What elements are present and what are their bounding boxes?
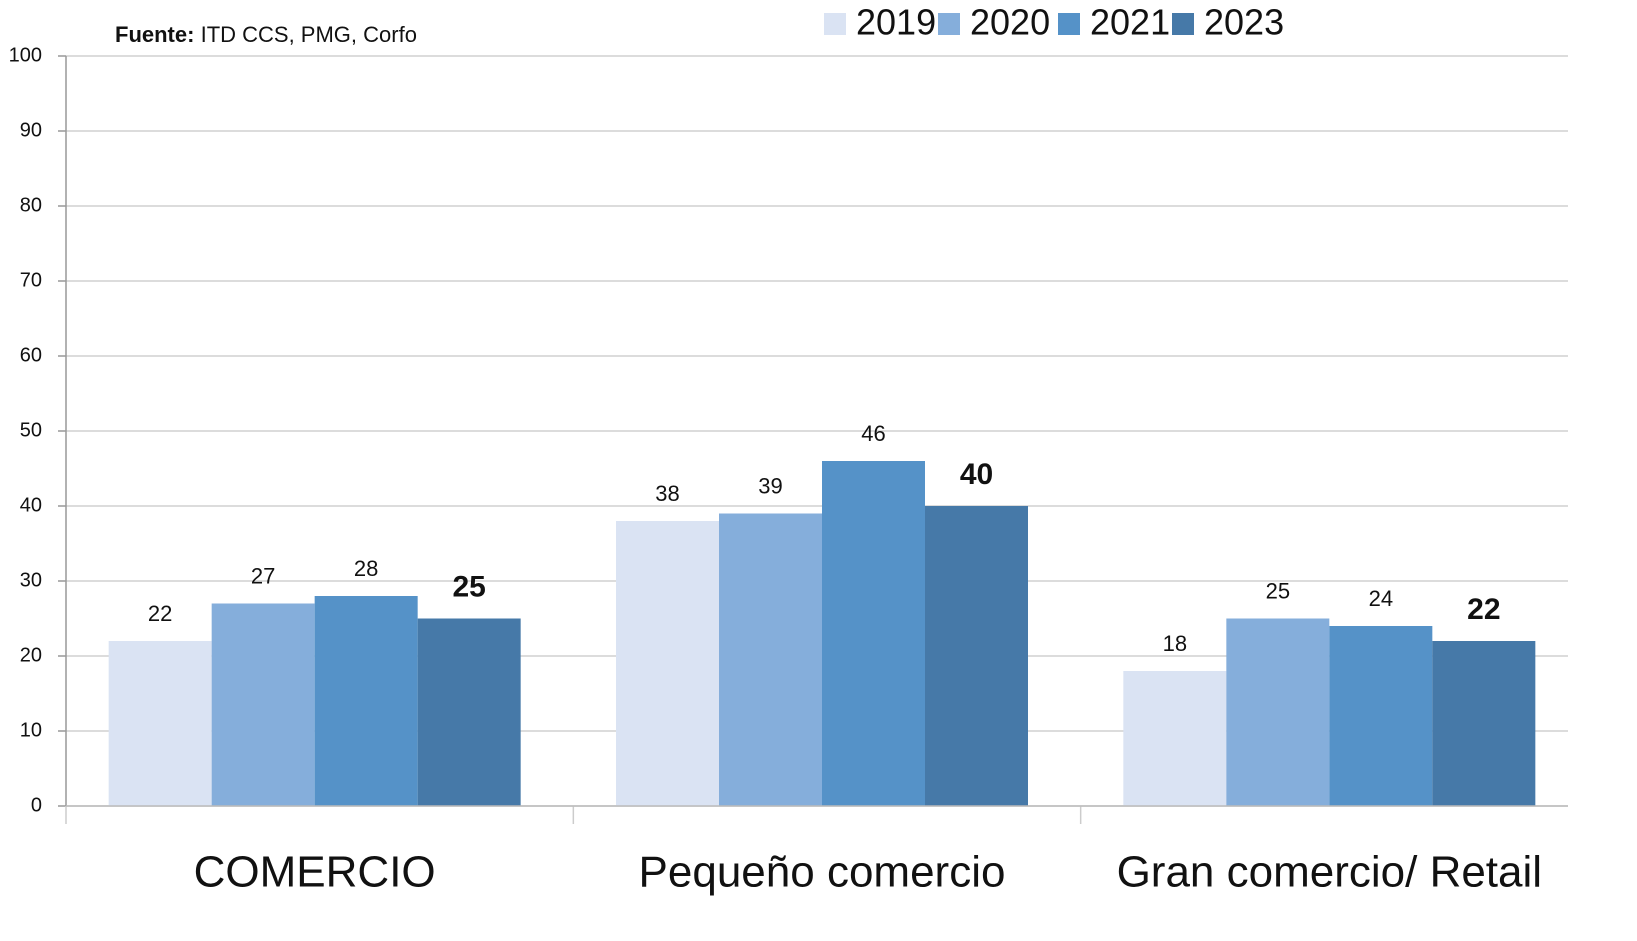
bar [1123, 671, 1227, 806]
value-label: 22 [1467, 593, 1500, 626]
value-label: 39 [758, 473, 782, 498]
value-label: 28 [354, 556, 378, 581]
bar [616, 521, 719, 806]
y-tick-label: 100 [9, 44, 42, 66]
value-label: 18 [1163, 631, 1187, 656]
bar [1329, 626, 1433, 806]
legend-label: 2023 [1204, 2, 1284, 43]
source-text: ITD CCS, PMG, Corfo [201, 22, 417, 47]
y-tick-label: 50 [20, 419, 42, 441]
value-label: 40 [960, 458, 993, 491]
value-label: 24 [1369, 586, 1393, 611]
y-tick-label: 40 [20, 494, 42, 516]
y-tick-label: 70 [20, 269, 42, 291]
value-label: 38 [655, 481, 679, 506]
value-label: 25 [1266, 578, 1290, 603]
legend-label: 2020 [970, 2, 1050, 43]
legend-swatch [938, 13, 960, 35]
y-tick-label: 90 [20, 119, 42, 141]
y-tick-label: 80 [20, 194, 42, 216]
bar [417, 618, 521, 806]
source-label: Fuente: [115, 22, 194, 47]
bar [925, 506, 1028, 806]
y-tick-label: 60 [20, 344, 42, 366]
value-label: 22 [148, 601, 172, 626]
source: Fuente: ITD CCS, PMG, Corfo [115, 22, 417, 47]
legend-label: 2021 [1090, 2, 1170, 43]
value-label: 25 [452, 570, 485, 603]
bar [822, 461, 925, 806]
value-label: 27 [251, 563, 275, 588]
x-tick-label: Pequeño comercio [639, 848, 1006, 897]
legend-swatch [1058, 13, 1080, 35]
bar [108, 641, 212, 806]
bar [1226, 618, 1330, 806]
bar [1432, 641, 1536, 806]
value-label: 46 [861, 421, 885, 446]
legend-label: 2019 [856, 2, 936, 43]
x-tick-label: Gran comercio/ Retail [1117, 848, 1542, 897]
y-tick-label: 30 [20, 569, 42, 591]
bar [211, 603, 315, 806]
x-tick-label: COMERCIO [194, 848, 436, 897]
bar [314, 596, 418, 806]
y-tick-label: 0 [31, 794, 42, 816]
legend-swatch [1172, 13, 1194, 35]
y-tick-label: 10 [20, 719, 42, 741]
bar [719, 513, 822, 806]
legend-swatch [824, 13, 846, 35]
y-tick-label: 20 [20, 644, 42, 666]
